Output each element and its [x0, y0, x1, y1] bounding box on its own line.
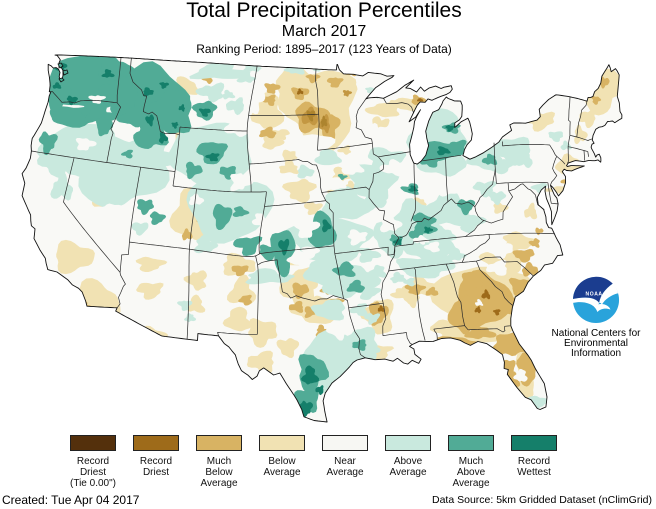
svg-text:NOAA: NOAA	[586, 292, 603, 298]
